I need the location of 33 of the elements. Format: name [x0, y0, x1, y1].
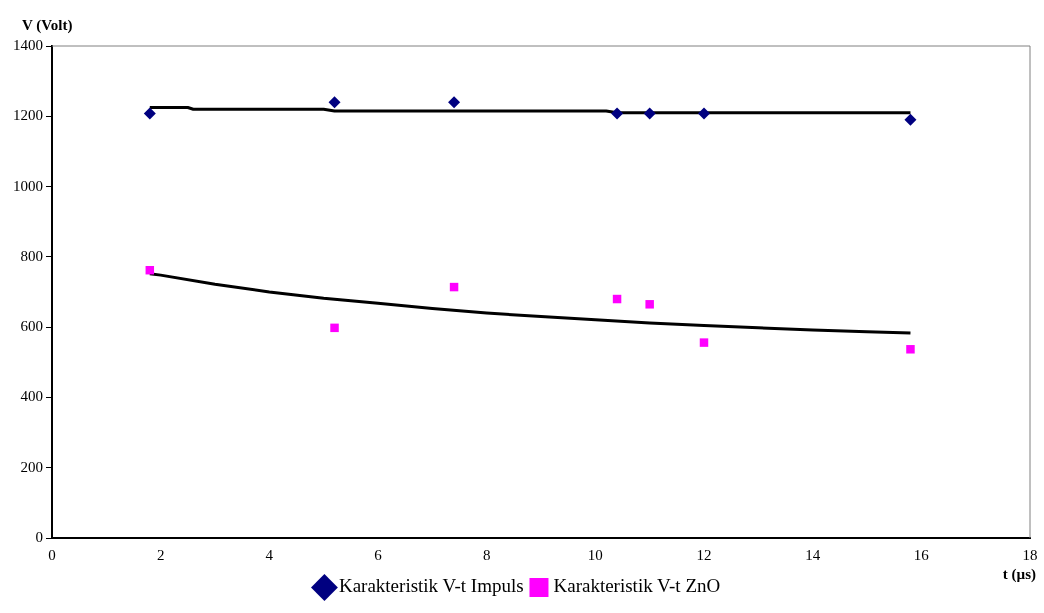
y-tick-label: 600 [20, 318, 43, 335]
point [698, 107, 710, 120]
x-tick-label: 12 [696, 546, 712, 563]
x-tick-label: 0 [48, 546, 56, 563]
point [906, 345, 915, 354]
y-axis-title: V (Volt) [22, 17, 73, 35]
x-tick-label: 18 [1022, 546, 1038, 563]
point [699, 338, 709, 347]
y-tick-label: 0 [35, 528, 43, 545]
y-tick-label: 1400 [13, 36, 43, 53]
point [448, 96, 461, 109]
x-tick-label: 10 [587, 546, 603, 563]
y-tick-label: 1200 [13, 107, 43, 124]
x-tick-label: 8 [482, 546, 491, 563]
point [904, 113, 917, 126]
point [143, 107, 156, 120]
y-tick-label: 1000 [13, 177, 43, 194]
x-tick-label: 16 [913, 546, 930, 563]
x-tick-label: 6 [374, 546, 383, 563]
x-tick-label: 4 [265, 546, 274, 563]
x-axis-title: t (µs) [1002, 566, 1036, 584]
point [643, 107, 656, 120]
legend-label: Karakteristik V-t ZnO [553, 575, 721, 597]
point [330, 323, 339, 333]
point [328, 96, 341, 109]
x-tick-label: 14 [805, 546, 821, 563]
legend-label: Karakteristik V-t Impuls [338, 575, 524, 597]
point [611, 107, 624, 120]
point [645, 300, 654, 309]
y-tick-label: 800 [20, 247, 43, 264]
x-tick-label: 2 [156, 546, 165, 563]
y-tick-label: 200 [20, 458, 43, 475]
y-tick-label: 400 [20, 388, 43, 405]
